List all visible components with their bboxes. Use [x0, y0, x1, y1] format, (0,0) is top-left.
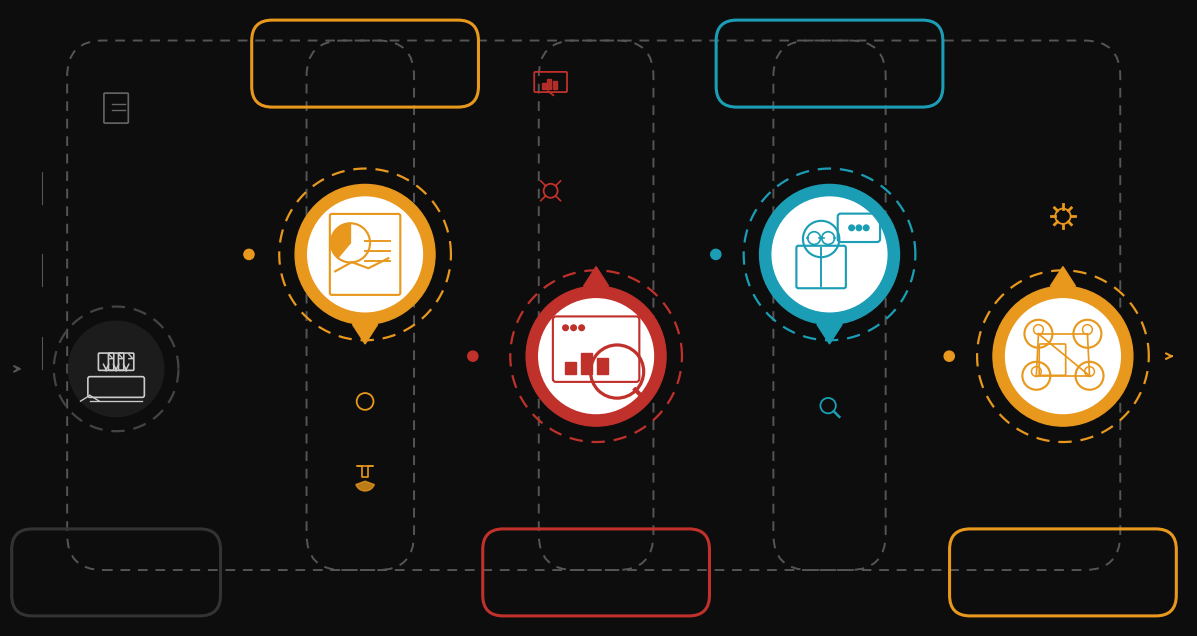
Circle shape	[468, 351, 478, 361]
Circle shape	[711, 249, 721, 259]
Polygon shape	[547, 79, 552, 89]
Circle shape	[994, 286, 1132, 426]
Circle shape	[296, 184, 435, 324]
Circle shape	[527, 286, 666, 426]
Polygon shape	[581, 354, 593, 374]
Circle shape	[772, 197, 887, 312]
Circle shape	[68, 321, 164, 417]
Circle shape	[539, 299, 654, 413]
Polygon shape	[583, 266, 609, 286]
Polygon shape	[816, 324, 843, 344]
Polygon shape	[553, 81, 557, 89]
Polygon shape	[597, 358, 608, 374]
Wedge shape	[356, 481, 375, 491]
Circle shape	[944, 351, 954, 361]
Circle shape	[1005, 299, 1120, 413]
Polygon shape	[1050, 266, 1076, 286]
Wedge shape	[330, 223, 351, 258]
Circle shape	[863, 225, 869, 231]
Circle shape	[760, 184, 899, 324]
Polygon shape	[352, 324, 378, 344]
Circle shape	[571, 325, 577, 331]
Circle shape	[563, 325, 569, 331]
Circle shape	[308, 197, 423, 312]
Polygon shape	[541, 83, 546, 89]
Circle shape	[856, 225, 862, 231]
Circle shape	[244, 249, 254, 259]
Circle shape	[579, 325, 584, 331]
Circle shape	[849, 225, 855, 231]
Polygon shape	[565, 362, 576, 374]
